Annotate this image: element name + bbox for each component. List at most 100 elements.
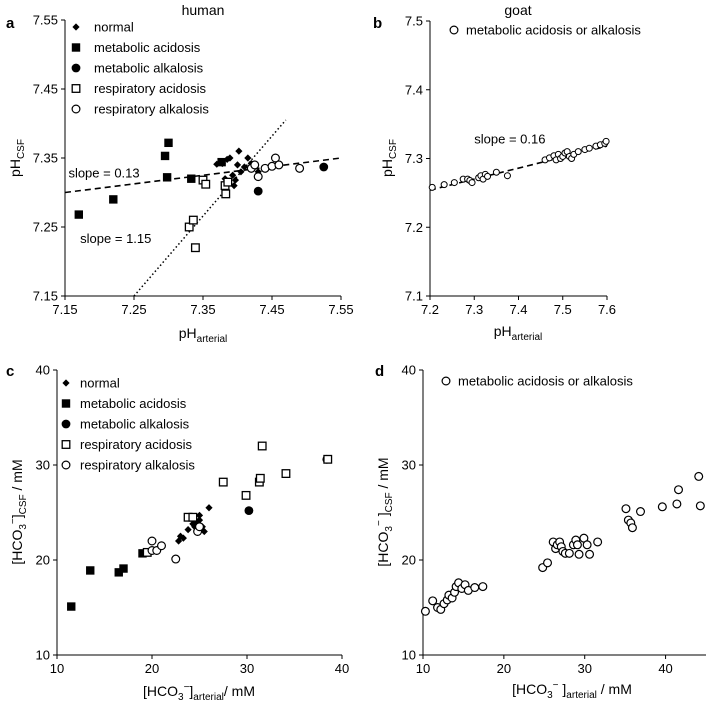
data-point-d-s0-14 bbox=[470, 583, 480, 593]
data-point-a-s1-0 bbox=[74, 210, 83, 219]
data-point-d-s0-39 bbox=[657, 502, 667, 512]
data-point-a-s1-1 bbox=[109, 195, 118, 204]
x-axis-title-d-sub: arterial bbox=[566, 690, 597, 701]
x-ticks-d: 10 20 30 40 bbox=[416, 655, 673, 676]
data-point-c-s3-9 bbox=[323, 454, 333, 464]
data-point-d-s0-31 bbox=[582, 540, 592, 550]
x-ticks-c: 10 20 30 40 bbox=[50, 655, 349, 676]
x-axis-title-a: pHarterial bbox=[179, 325, 227, 345]
y-axis-title-d-sub3: 3 bbox=[384, 526, 395, 532]
legend-label-d-0: metabolic acidosis or alkalosis bbox=[458, 374, 633, 389]
data-point-a-s1-2 bbox=[160, 151, 170, 161]
data-point-a-s2-0 bbox=[253, 186, 263, 196]
legend-marker-b-0 bbox=[449, 25, 459, 35]
x-axis-title-b-sub: arterial bbox=[512, 332, 543, 343]
data-point-c-s1-0 bbox=[67, 602, 76, 611]
x-axis-title-d-bracket: ] bbox=[559, 681, 567, 697]
x-tick-label-b-0: 7.2 bbox=[421, 302, 439, 317]
data-point-a-s1-5 bbox=[187, 174, 196, 183]
data-point-d-s0-43 bbox=[695, 501, 705, 511]
data-point-a-s0-9 bbox=[237, 168, 245, 176]
x-axis-title-c: [HCO3−]arterial/ mM bbox=[143, 682, 255, 701]
data-point-a-s4-7 bbox=[295, 163, 305, 173]
x-ticks-b: 7.2 7.3 7.4 7.5 7.6 bbox=[421, 296, 616, 317]
x-tick-label-d-0: 10 bbox=[416, 661, 430, 676]
data-points-a bbox=[74, 138, 329, 253]
data-point-b-s0-12 bbox=[492, 168, 500, 176]
data-point-b-s0-28 bbox=[585, 144, 593, 152]
y-tick-label-b-3: 7.4 bbox=[405, 82, 423, 97]
legend-a: normal metabolic acidosis metabolic alkalo… bbox=[71, 20, 209, 117]
legend-marker-a-0 bbox=[72, 23, 80, 31]
legend-marker-a-1 bbox=[71, 43, 81, 52]
legend-label-c-2: metabolic alkalosis bbox=[80, 417, 190, 432]
data-point-d-s0-29 bbox=[574, 549, 584, 559]
y-axis-title-c: [HCO3−]CSF / mM bbox=[8, 459, 29, 564]
x-axis-title-c-main: [HCO bbox=[143, 683, 178, 699]
data-point-b-s0-13 bbox=[503, 172, 511, 180]
legend-b: metabolic acidosis or alkalosis bbox=[449, 23, 641, 38]
data-point-a-s1-4 bbox=[162, 173, 172, 182]
data-point-c-s0-9 bbox=[205, 504, 213, 512]
data-point-b-s0-1 bbox=[440, 181, 448, 189]
data-point-c-s0-6 bbox=[195, 516, 204, 524]
data-point-c-s4-1 bbox=[147, 536, 157, 546]
data-point-d-s0-33 bbox=[593, 537, 603, 547]
data-point-d-s0-28 bbox=[572, 540, 582, 550]
y-axis-title-d-minus: − bbox=[374, 520, 385, 526]
data-point-d-s0-37 bbox=[627, 523, 637, 533]
data-point-d-s0-32 bbox=[585, 549, 595, 559]
annotations-a: slope = 0.13 slope = 1.15 bbox=[68, 165, 151, 246]
legend-marker-c-1 bbox=[61, 399, 71, 408]
y-axis-title-d-main: [HCO bbox=[375, 531, 391, 566]
fit-line-dashed-a bbox=[65, 157, 341, 194]
y-axis-title-d: [HCO3− ]CSF / mM bbox=[374, 457, 395, 566]
y-tick-label-a-3: 7.45 bbox=[33, 82, 58, 97]
data-point-d-s0-34 bbox=[621, 504, 631, 514]
x-axis-title-d: [HCO3− ]arterial / mM bbox=[512, 680, 632, 701]
y-axis-title-b-main: pH bbox=[379, 159, 395, 177]
legend-marker-a-4 bbox=[71, 104, 81, 114]
y-ticks-d: 10 20 30 40 bbox=[402, 363, 423, 663]
x-axis-title-c-bracket: ] bbox=[189, 683, 193, 699]
x-axis-title-d-main: [HCO bbox=[512, 681, 547, 697]
legend-d: metabolic acidosis or alkalosis bbox=[441, 374, 633, 389]
data-point-c-s3-2 bbox=[188, 512, 198, 522]
x-axis-title-c-sub3: 3 bbox=[178, 692, 184, 701]
x-tick-label-b-4: 7.6 bbox=[598, 302, 616, 317]
legend-label-a-3: respiratory acidosis bbox=[94, 81, 206, 96]
data-points-c bbox=[67, 441, 333, 611]
y-tick-label-d-3: 40 bbox=[402, 363, 416, 378]
data-point-c-s4-3 bbox=[157, 541, 167, 551]
x-tick-label-a-1: 7.25 bbox=[121, 302, 146, 317]
x-tick-label-a-3: 7.45 bbox=[259, 302, 284, 317]
slope-annotation-b-0: slope = 0.16 bbox=[474, 131, 545, 146]
data-point-c-s4-6 bbox=[195, 522, 205, 532]
y-tick-label-c-0: 10 bbox=[36, 648, 50, 663]
x-axis-title-c-minus: − bbox=[184, 682, 190, 693]
data-point-c-s2-0 bbox=[244, 506, 254, 515]
data-point-c-s3-6 bbox=[255, 473, 265, 483]
y-tick-label-a-4: 7.55 bbox=[33, 13, 58, 28]
x-axis-title-c-tail: / mM bbox=[224, 683, 255, 699]
data-point-b-s0-2 bbox=[450, 179, 458, 187]
legend-label-a-0: normal bbox=[94, 20, 134, 35]
y-ticks-a: 7.15 7.25 7.35 7.45 7.55 bbox=[33, 13, 65, 304]
data-point-a-s3-2 bbox=[190, 243, 200, 253]
data-point-c-s0-11 bbox=[179, 534, 187, 542]
fit-line-dotted-a bbox=[133, 119, 287, 296]
data-point-d-s0-38 bbox=[636, 507, 646, 517]
legend-marker-c-2 bbox=[61, 419, 71, 429]
data-point-a-s4-1 bbox=[250, 160, 260, 170]
panel-label-a: a bbox=[6, 15, 15, 32]
legend-label-a-1: metabolic acidosis bbox=[94, 40, 201, 55]
x-tick-label-a-2: 7.35 bbox=[190, 302, 215, 317]
y-axis-title-d-bracket: ] bbox=[375, 512, 391, 520]
data-point-d-s0-0 bbox=[420, 606, 430, 616]
data-point-d-s0-41 bbox=[674, 485, 684, 495]
x-axis-title-d-sub3: 3 bbox=[547, 690, 553, 701]
panel-label-c: c bbox=[6, 363, 14, 380]
y-tick-label-a-2: 7.35 bbox=[33, 151, 58, 166]
data-point-a-s4-5 bbox=[270, 153, 280, 163]
